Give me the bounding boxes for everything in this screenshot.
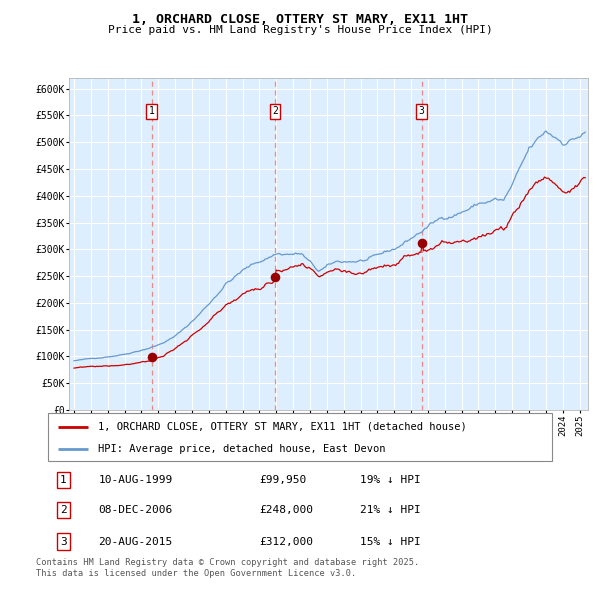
Text: £248,000: £248,000 [260, 506, 314, 515]
Text: 2: 2 [60, 506, 67, 515]
Text: HPI: Average price, detached house, East Devon: HPI: Average price, detached house, East… [98, 444, 386, 454]
Text: £312,000: £312,000 [260, 536, 314, 546]
Point [147, 352, 157, 361]
Point [270, 273, 280, 282]
Text: 3: 3 [60, 536, 67, 546]
Text: 1, ORCHARD CLOSE, OTTERY ST MARY, EX11 1HT: 1, ORCHARD CLOSE, OTTERY ST MARY, EX11 1… [132, 13, 468, 26]
Text: 1: 1 [149, 106, 155, 116]
Text: 15% ↓ HPI: 15% ↓ HPI [361, 536, 421, 546]
FancyBboxPatch shape [48, 413, 552, 461]
Text: 10-AUG-1999: 10-AUG-1999 [98, 475, 173, 485]
Text: 1, ORCHARD CLOSE, OTTERY ST MARY, EX11 1HT (detached house): 1, ORCHARD CLOSE, OTTERY ST MARY, EX11 1… [98, 421, 467, 431]
Text: Price paid vs. HM Land Registry's House Price Index (HPI): Price paid vs. HM Land Registry's House … [107, 25, 493, 35]
Text: 2: 2 [272, 106, 278, 116]
Text: 20-AUG-2015: 20-AUG-2015 [98, 536, 173, 546]
Text: Contains HM Land Registry data © Crown copyright and database right 2025.
This d: Contains HM Land Registry data © Crown c… [36, 558, 419, 578]
Text: 21% ↓ HPI: 21% ↓ HPI [361, 506, 421, 515]
Text: 08-DEC-2006: 08-DEC-2006 [98, 506, 173, 515]
Text: 1: 1 [60, 475, 67, 485]
Text: 19% ↓ HPI: 19% ↓ HPI [361, 475, 421, 485]
Point [417, 238, 427, 248]
Text: 3: 3 [419, 106, 425, 116]
Text: £99,950: £99,950 [260, 475, 307, 485]
